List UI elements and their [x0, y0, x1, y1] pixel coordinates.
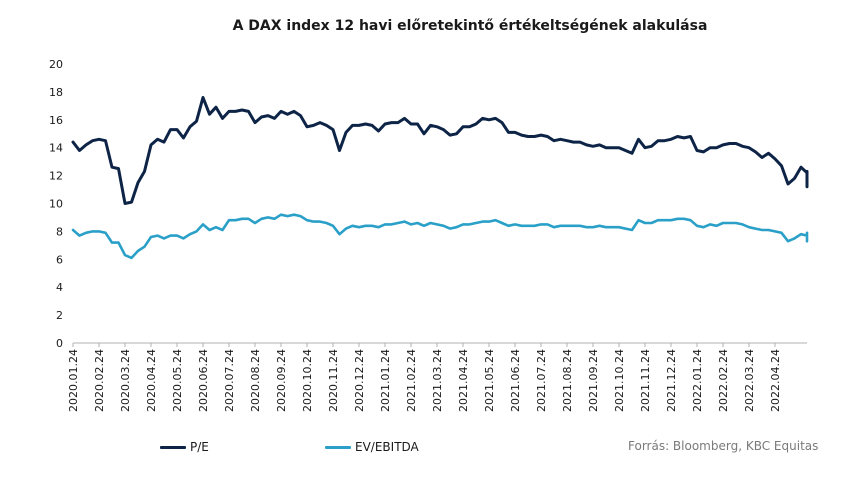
series-line-pe — [71, 96, 809, 205]
y-tick-label: 10 — [49, 198, 63, 211]
x-tick-label: 2020.09.24 — [275, 349, 288, 412]
x-tick-label: 2021.09.24 — [587, 349, 600, 412]
y-tick-label: 8 — [56, 225, 63, 238]
source-note: Forrás: Bloomberg, KBC Equitas — [628, 439, 819, 453]
x-tick-label: 2020.02.24 — [93, 349, 106, 412]
x-tick-label: 2020.07.24 — [223, 349, 236, 412]
legend-label-pe: P/E — [190, 440, 209, 454]
x-tick-label: 2021.04.24 — [457, 349, 470, 412]
legend-label-ev: EV/EBITDA — [355, 440, 419, 454]
legend-swatch-pe — [160, 445, 186, 449]
y-tick-label: 18 — [49, 86, 63, 99]
x-tick-label: 2022.03.24 — [743, 349, 756, 412]
series-line-ev-ebitda — [71, 213, 809, 260]
series-lines — [71, 96, 809, 260]
x-tick-label: 2021.10.24 — [613, 349, 626, 412]
x-tick-label: 2022.01.24 — [691, 349, 704, 412]
y-tick-label: 4 — [56, 281, 63, 294]
x-tick-label: 2021.06.24 — [509, 349, 522, 412]
y-tick-label: 20 — [49, 58, 63, 71]
x-tick-label: 2021.12.24 — [665, 349, 678, 412]
legend-swatch-ev — [325, 445, 351, 449]
y-tick-label: 6 — [56, 253, 63, 266]
y-tick-label: 14 — [49, 142, 63, 155]
y-tick-label: 0 — [56, 337, 63, 350]
x-tick-label: 2020.08.24 — [249, 349, 262, 412]
x-tick-label: 2020.05.24 — [171, 349, 184, 412]
x-tick-label: 2021.02.24 — [405, 349, 418, 412]
x-tick-label: 2021.08.24 — [561, 349, 574, 412]
x-tick-label: 2022.02.24 — [717, 349, 730, 412]
y-axis: 0 2 4 6 8 10 12 14 16 18 20 — [49, 58, 63, 350]
chart-title: A DAX index 12 havi előretekintő értékel… — [232, 18, 708, 34]
x-tick-label: 2021.03.24 — [431, 349, 444, 412]
x-tick-label: 2021.01.24 — [379, 349, 392, 412]
legend-item-ev: EV/EBITDA — [325, 440, 419, 454]
x-tick-label: 2020.06.24 — [197, 349, 210, 412]
x-tick-label: 2021.05.24 — [483, 349, 496, 412]
legend-item-pe: P/E — [160, 440, 209, 454]
y-tick-label: 2 — [56, 309, 63, 322]
y-tick-label: 16 — [49, 114, 63, 127]
x-tick-label: 2022.04.24 — [769, 349, 782, 412]
x-tick-label: 2020.11.24 — [327, 349, 340, 412]
x-tick-label: 2020.10.24 — [301, 349, 314, 412]
x-tick-label: 2020.12.24 — [353, 349, 366, 412]
x-tick-label: 2021.07.24 — [535, 349, 548, 412]
x-tick-label: 2020.01.24 — [67, 349, 80, 412]
x-tick-label: 2021.11.24 — [639, 349, 652, 412]
x-axis: 2020.01.24 2020.02.24 2020.03.24 2020.04.24… — [67, 342, 807, 412]
x-tick-label: 2020.04.24 — [145, 349, 158, 412]
y-tick-label: 12 — [49, 170, 63, 183]
x-tick-label: 2020.03.24 — [119, 349, 132, 412]
